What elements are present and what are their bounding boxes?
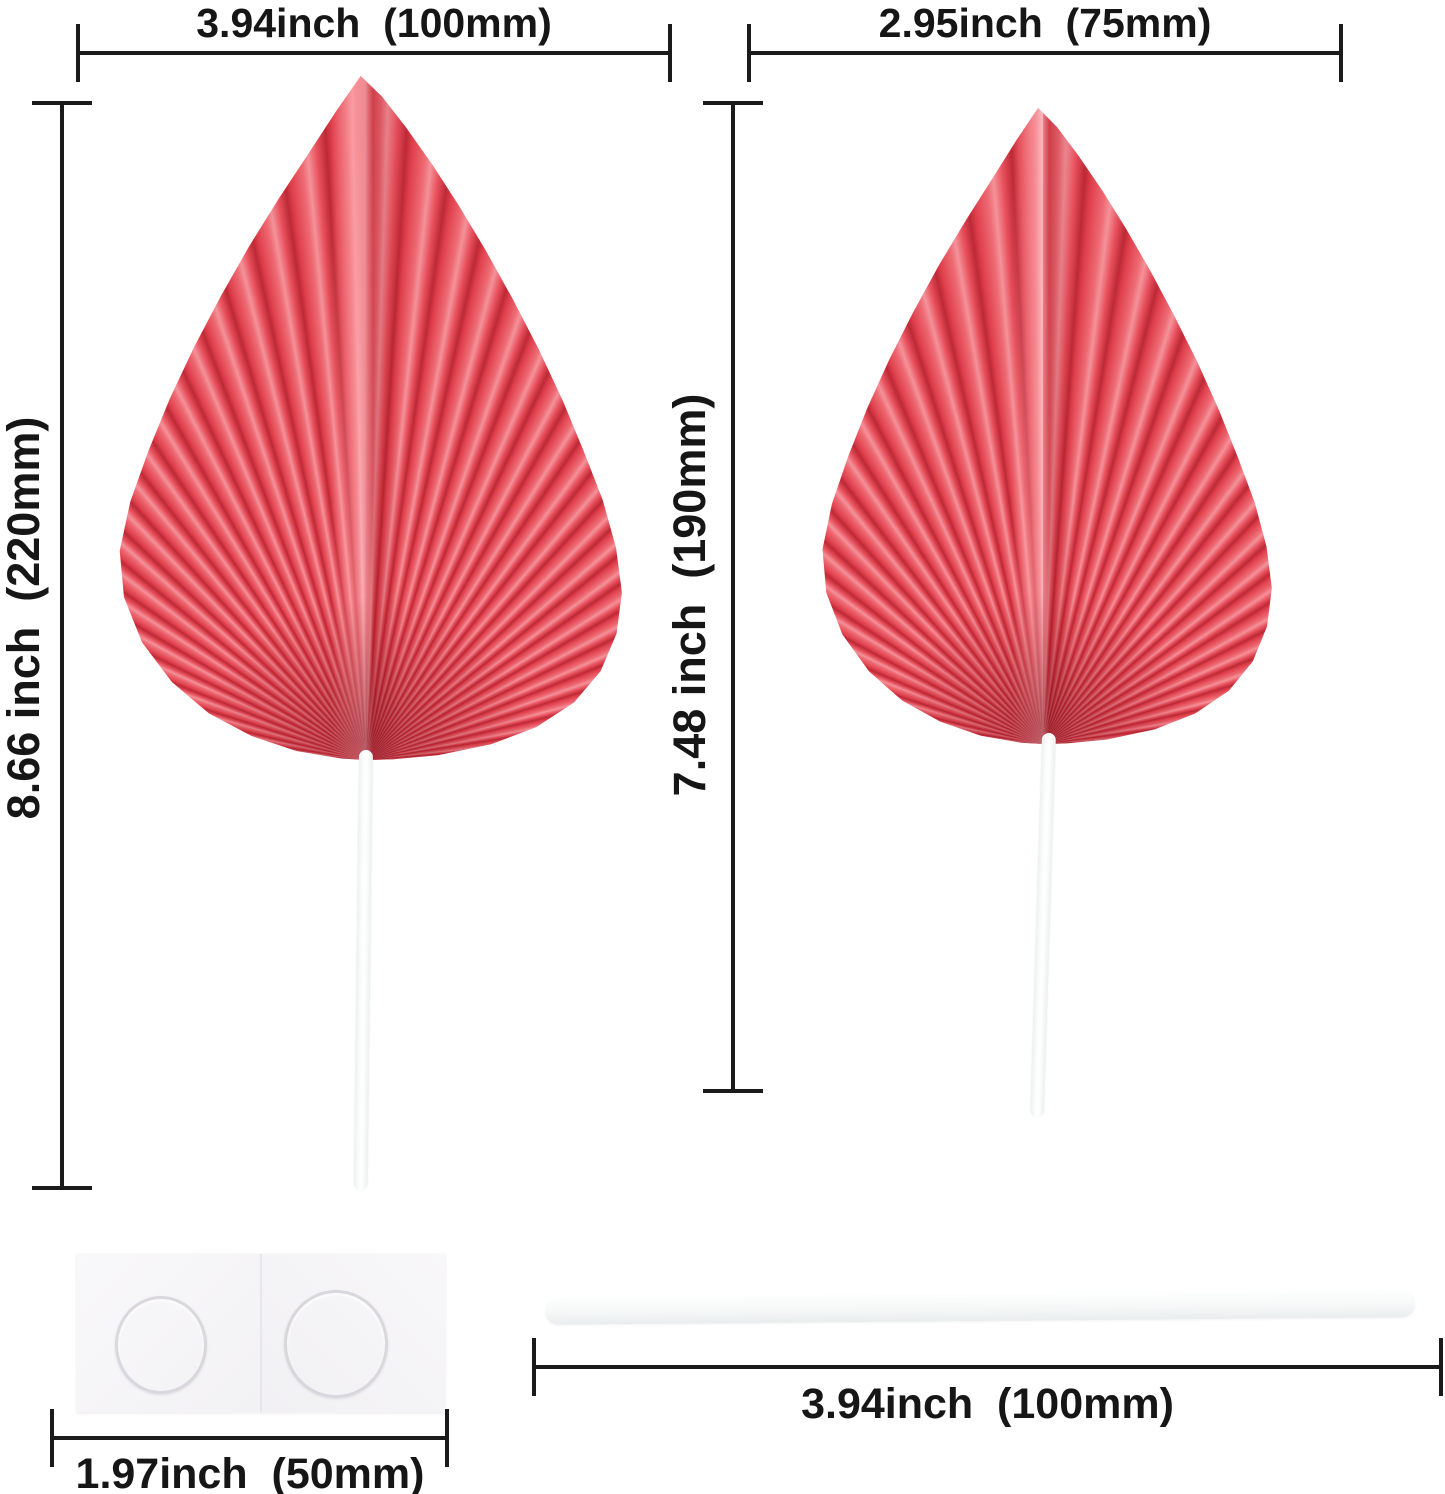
dimension-line-large-leaf-height [32,101,92,1190]
dimension-label-stick-length: 3.94inch (100mm) [801,1380,1174,1428]
dimension-tick [1439,1338,1443,1396]
dimension-tick [668,24,672,82]
dimension-label-large-leaf-width: 3.94inch (100mm) [196,0,552,46]
dimension-label-small-leaf-width: 2.95inch (75mm) [878,0,1212,46]
dimension-tick [32,1186,92,1190]
dimension-tick [1339,24,1343,82]
dimension-line-small-leaf-height [703,101,763,1093]
dimension-tick [747,24,751,82]
glue-square [77,1254,262,1412]
dimension-line-stick-length [532,1338,1443,1396]
leaf-center-ridge [1011,108,1074,744]
dimension-tick [76,24,80,82]
dimension-tick [50,1409,54,1467]
dimension-label-glue-square-width: 1.97inch (50mm) [75,1450,425,1494]
glue-dot-circle [284,1290,388,1398]
dimension-line-small-leaf-width [747,24,1343,82]
leaf-center-ridge [331,76,401,760]
dimension-tick [703,1089,763,1093]
large-palm-spear-leaf [119,76,622,760]
glue-square [262,1254,445,1412]
dimension-line-glue-square-width [50,1409,449,1467]
dimension-tick [32,101,92,105]
dimension-label-large-leaf-height: 8.66 inch (220mm) [0,416,49,820]
glue-dot-squares [77,1254,445,1412]
glue-dot-circle [115,1296,207,1394]
leaf-base-shade [119,76,622,760]
large-leaf-stick [353,749,373,1191]
leaf-base-shade [822,108,1272,744]
dimension-label-small-leaf-height: 7.48 inch (190mm) [664,393,715,797]
dimension-tick [703,101,763,105]
dimension-tick [532,1338,536,1396]
dimension-tick [445,1409,449,1467]
small-leaf-stick [1029,732,1056,1118]
dimension-line-large-leaf-width [76,24,672,82]
white-stick [544,1290,1416,1325]
small-palm-spear-leaf [822,108,1272,744]
